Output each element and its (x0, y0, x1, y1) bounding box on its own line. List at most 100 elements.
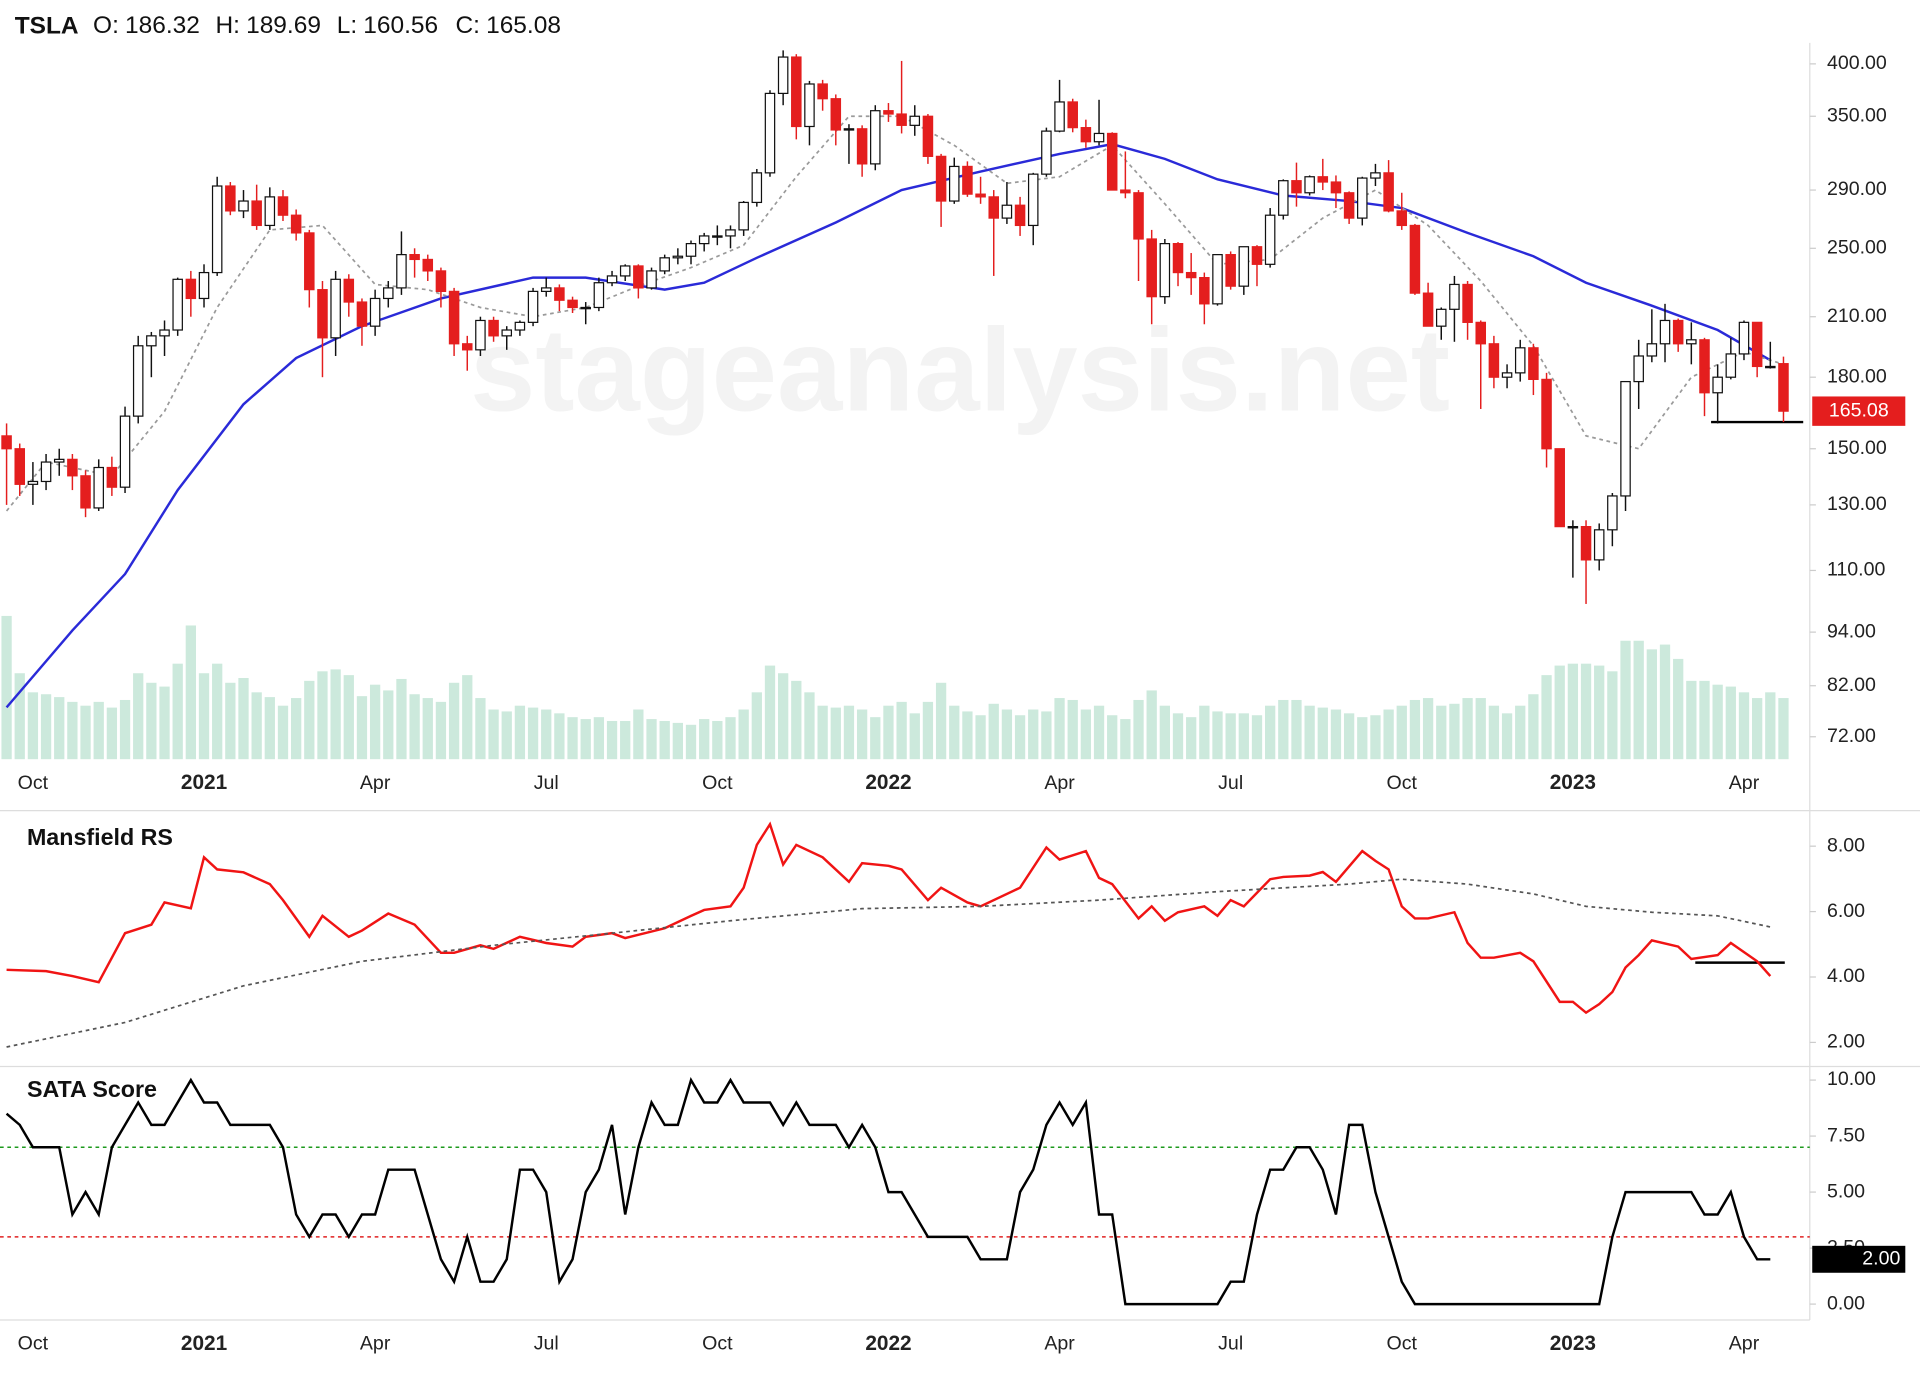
x-tick-label: 2021 (181, 771, 227, 794)
candle-body (475, 319, 486, 351)
volume-bar (646, 719, 657, 760)
volume-bar (1422, 698, 1434, 760)
candle-body (211, 185, 223, 274)
x-tick-label: Oct (1387, 1333, 1418, 1355)
x-tick-label: Oct (1387, 772, 1418, 794)
candle-body (1554, 448, 1565, 528)
candle-body (712, 235, 723, 238)
x-tick-label: 2022 (865, 771, 911, 794)
volume-bar (1528, 694, 1539, 760)
candle-body (856, 128, 868, 165)
candle-body (909, 115, 921, 126)
volume-bar (80, 705, 91, 760)
candle-body (330, 278, 341, 339)
candle-body (172, 278, 183, 331)
volume-bar (1620, 640, 1631, 760)
candle-body (1014, 204, 1026, 227)
volume-bar (1304, 705, 1315, 760)
volume-bar (527, 707, 539, 760)
candle-body (264, 196, 276, 227)
volume-bar (1488, 705, 1500, 760)
candle-body (1475, 321, 1487, 345)
candle-body (1106, 132, 1118, 191)
candle-body (1528, 347, 1539, 380)
volume-bar (1501, 713, 1513, 760)
candle-body (396, 254, 407, 289)
volume-bar (988, 703, 999, 760)
candle-body (277, 196, 289, 216)
volume-bar (791, 680, 802, 760)
volume-bar (304, 680, 315, 760)
candle-body (251, 200, 262, 227)
watermark: stageanalysis.net (470, 305, 1450, 436)
volume-bar (435, 701, 447, 760)
candle-body (988, 196, 1000, 219)
volume-bar (1712, 684, 1723, 760)
volume-bar (778, 673, 789, 760)
candle-body (343, 278, 355, 303)
volume-bar (1107, 715, 1118, 760)
line-series (5, 115, 1784, 512)
candle-body (1251, 246, 1263, 265)
candle-body (106, 466, 118, 488)
volume-bar (1278, 699, 1289, 760)
volume-bar (1778, 698, 1789, 760)
price-tag (1812, 396, 1906, 426)
x-tick-label: Jul (534, 1333, 559, 1355)
volume-bar (93, 701, 104, 760)
panel-title: Mansfield RS (27, 824, 173, 850)
y-tick-label: 180.00 (1827, 365, 1887, 387)
candle-body (725, 229, 736, 237)
volume-bar (330, 669, 341, 760)
x-tick-label: 2023 (1550, 1332, 1596, 1355)
symbol: TSLA (15, 12, 79, 39)
volume-bar (54, 697, 65, 760)
candle-body (93, 466, 104, 509)
quote-label: O: (93, 12, 119, 39)
candle-body (1264, 214, 1276, 265)
line-series (6, 878, 1771, 1048)
volume-bar (1607, 671, 1618, 760)
candle-body (1291, 180, 1302, 194)
line-series (5, 1077, 1771, 1306)
x-tick-label: Apr (1044, 1333, 1075, 1355)
volume-bar (1738, 692, 1750, 760)
volume-bar (1, 615, 12, 760)
value-tag-label: 2.00 (1862, 1247, 1900, 1269)
candle-body (1041, 130, 1052, 175)
quote-value: 189.69 (246, 12, 321, 39)
candle-body (146, 335, 157, 347)
volume-bar (1541, 675, 1552, 760)
volume-bar (620, 720, 631, 760)
volume-bar (804, 692, 815, 760)
volume-bar (514, 705, 526, 760)
candle-body (1659, 319, 1671, 345)
x-tick-label: Oct (702, 772, 733, 794)
quote-value: 186.32 (125, 12, 200, 39)
volume-bar (738, 709, 749, 760)
quote-value: 160.56 (363, 12, 438, 39)
candle-body (659, 257, 670, 272)
y-tick-label: 72.00 (1827, 725, 1876, 747)
candle-body (1686, 339, 1697, 345)
volume-bar (935, 682, 947, 760)
candle-body (1383, 172, 1394, 212)
candle-body (1712, 376, 1723, 394)
candle-body (777, 56, 789, 95)
volume-bar (369, 684, 381, 760)
candle-body (593, 282, 605, 309)
volume-bar (975, 715, 986, 760)
y-tick-label: 8.00 (1827, 834, 1865, 856)
candle-body (1633, 355, 1644, 383)
volume-bar (212, 663, 223, 760)
volume-bar (67, 701, 78, 760)
candle-body (975, 193, 986, 198)
candle-body (1672, 319, 1684, 345)
candle-body (1738, 321, 1750, 355)
candle-body (1751, 321, 1763, 368)
price-tag-label: 165.08 (1829, 399, 1889, 421)
volume-bar (1554, 665, 1565, 760)
volume-bar (659, 720, 670, 760)
volume-bar (1054, 698, 1065, 760)
x-tick-label: Apr (1044, 772, 1075, 794)
